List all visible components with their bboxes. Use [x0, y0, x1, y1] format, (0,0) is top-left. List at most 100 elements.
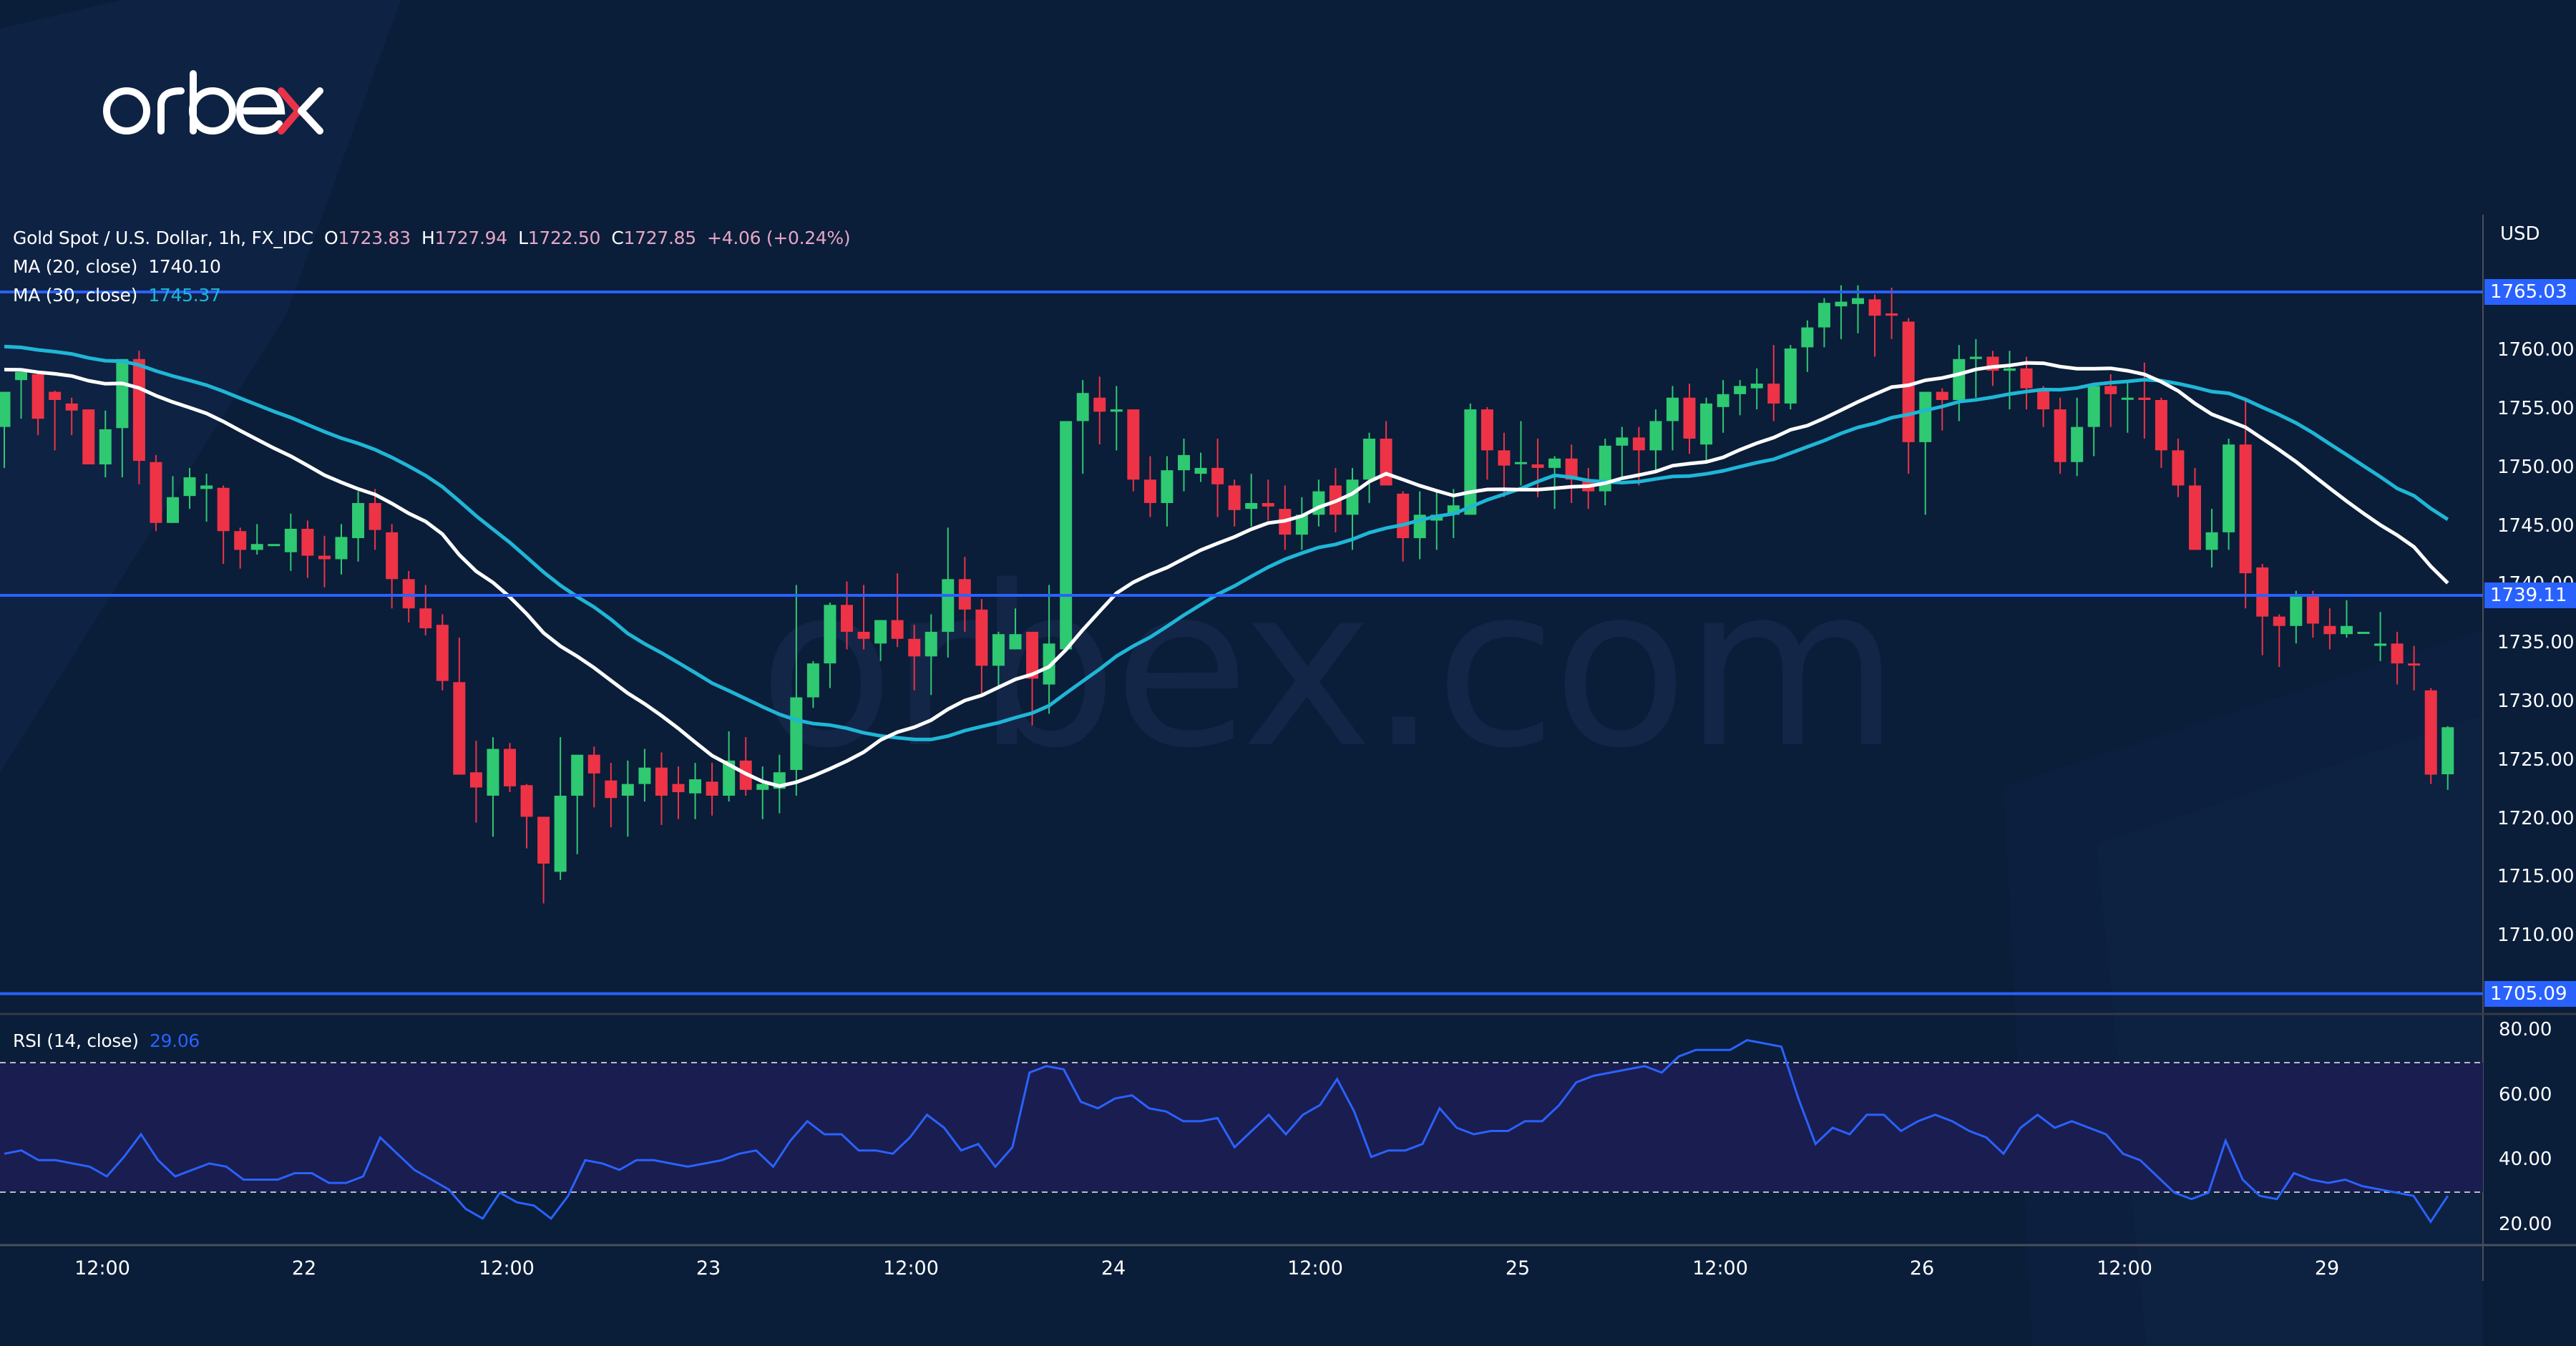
candle[interactable] — [1245, 474, 1258, 527]
rsi-legend[interactable]: RSI (14, close) 29.06 — [13, 1030, 200, 1051]
candle[interactable] — [116, 359, 129, 477]
candle[interactable] — [2155, 397, 2167, 468]
candle[interactable] — [2121, 380, 2134, 433]
candle[interactable] — [268, 544, 280, 547]
candle[interactable] — [2054, 397, 2067, 474]
candle[interactable] — [250, 524, 263, 555]
candlestick-series[interactable] — [0, 285, 2454, 904]
candle[interactable] — [587, 746, 600, 808]
candle[interactable] — [2273, 614, 2285, 668]
candle[interactable] — [217, 485, 230, 565]
candle[interactable] — [1346, 467, 1359, 550]
candle[interactable] — [1868, 294, 1881, 357]
candle[interactable] — [1599, 438, 1611, 506]
candle[interactable] — [2290, 590, 2303, 644]
candle[interactable] — [2374, 612, 2387, 661]
candle[interactable] — [621, 760, 634, 837]
candle[interactable] — [1531, 438, 1544, 497]
candle[interactable] — [824, 603, 836, 688]
candle[interactable] — [2003, 351, 2016, 410]
candle[interactable] — [436, 614, 449, 691]
candle[interactable] — [1295, 497, 1308, 550]
candle[interactable] — [891, 573, 904, 648]
candle[interactable] — [790, 585, 803, 796]
candle[interactable] — [1835, 285, 1848, 339]
candle[interactable] — [2357, 631, 2370, 634]
candle[interactable] — [1161, 456, 1174, 527]
candle[interactable] — [1228, 479, 1241, 527]
candle[interactable] — [504, 743, 516, 793]
candle[interactable] — [806, 660, 819, 708]
ma30-legend[interactable]: MA (30, close) 1745.37 — [13, 285, 221, 306]
candle[interactable] — [1262, 479, 1274, 521]
candle[interactable] — [1110, 386, 1123, 451]
candle[interactable] — [689, 763, 702, 819]
ma20-legend[interactable]: MA (20, close) 1740.10 — [13, 256, 221, 277]
candle[interactable] — [2306, 590, 2319, 638]
candle[interactable] — [2424, 688, 2437, 784]
candle[interactable] — [453, 638, 466, 775]
candle[interactable] — [655, 752, 668, 825]
candle[interactable] — [1093, 376, 1106, 445]
candle[interactable] — [1784, 345, 1797, 410]
candle[interactable] — [1076, 380, 1089, 474]
candle[interactable] — [571, 754, 584, 854]
candle[interactable] — [352, 491, 365, 562]
candle[interactable] — [183, 467, 196, 509]
candle[interactable] — [1464, 403, 1477, 515]
candle[interactable] — [2391, 631, 2404, 685]
candle[interactable] — [1885, 287, 1898, 339]
candle[interactable] — [1211, 438, 1224, 517]
candle[interactable] — [284, 513, 297, 571]
candle[interactable] — [1936, 388, 1948, 431]
candle[interactable] — [1734, 380, 1747, 416]
candle[interactable] — [1919, 391, 1932, 515]
candle[interactable] — [1312, 479, 1325, 527]
candle[interactable] — [1178, 438, 1190, 492]
candle[interactable] — [924, 614, 937, 696]
candle[interactable] — [487, 737, 499, 837]
candle[interactable] — [82, 409, 95, 464]
candle[interactable] — [1767, 345, 1780, 421]
candle[interactable] — [520, 784, 533, 849]
candle[interactable] — [65, 397, 78, 436]
candle[interactable] — [1363, 432, 1376, 503]
candle[interactable] — [2223, 438, 2235, 550]
candle[interactable] — [605, 763, 618, 828]
candle[interactable] — [150, 454, 162, 532]
candle[interactable] — [739, 737, 752, 796]
candle[interactable] — [706, 763, 718, 816]
candle[interactable] — [2172, 438, 2185, 497]
candle[interactable] — [2205, 509, 2218, 567]
rsi-line[interactable] — [4, 1039, 2449, 1224]
candle[interactable] — [672, 766, 685, 819]
candle[interactable] — [2239, 397, 2252, 609]
horizontal-levels[interactable] — [0, 291, 2483, 995]
candle[interactable] — [908, 625, 921, 691]
candle[interactable] — [756, 766, 769, 819]
candle[interactable] — [318, 535, 331, 587]
candle[interactable] — [49, 390, 62, 451]
candle[interactable] — [1565, 444, 1578, 503]
candle[interactable] — [1582, 467, 1595, 509]
candle[interactable] — [1143, 456, 1156, 517]
candle[interactable] — [1683, 384, 1696, 454]
candle[interactable] — [1902, 318, 1915, 474]
candle[interactable] — [874, 620, 887, 661]
candle[interactable] — [2189, 467, 2201, 550]
candle[interactable] — [301, 520, 314, 578]
candle[interactable] — [2256, 564, 2269, 655]
candle[interactable] — [1801, 320, 1814, 372]
candle[interactable] — [537, 816, 550, 904]
candle[interactable] — [0, 391, 11, 468]
candle[interactable] — [1616, 426, 1629, 480]
candle[interactable] — [167, 476, 179, 523]
candle[interactable] — [2441, 726, 2454, 790]
candle[interactable] — [335, 524, 348, 575]
candle[interactable] — [1818, 298, 1830, 348]
candle[interactable] — [942, 527, 955, 658]
candle[interactable] — [369, 489, 381, 550]
candle[interactable] — [2323, 608, 2336, 650]
candle[interactable] — [1666, 386, 1679, 451]
candle[interactable] — [2020, 356, 2033, 410]
